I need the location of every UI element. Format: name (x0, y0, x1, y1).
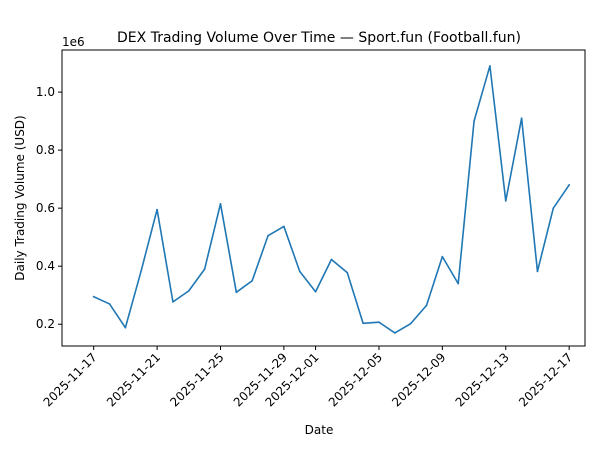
x-tick-label-5: 2025-12-05 (326, 350, 385, 409)
data-point-28 (536, 270, 539, 273)
data-point-24 (473, 120, 475, 122)
x-axis-title: Date (305, 423, 334, 437)
data-point-30 (568, 184, 570, 186)
data-point-15 (330, 258, 333, 261)
data-point-21 (425, 304, 428, 307)
y-tick-label-4: 1.0 (36, 85, 55, 99)
y-axis: 0.2 0.4 0.6 0.8 1.0 (36, 85, 62, 331)
x-tick-label-0: 2025-11-17 (41, 350, 100, 409)
data-points (92, 65, 570, 334)
x-tick-label-1: 2025-11-21 (104, 350, 163, 409)
x-tick-label-8: 2025-12-17 (516, 350, 575, 409)
data-point-16 (346, 271, 349, 274)
data-point-12 (283, 225, 285, 228)
y-tick-label-0: 0.2 (36, 317, 55, 331)
data-point-13 (298, 270, 301, 273)
data-point-0 (92, 295, 95, 298)
data-point-26 (504, 200, 507, 202)
data-point-9 (235, 291, 238, 294)
data-point-29 (552, 207, 555, 209)
data-point-2 (124, 326, 127, 329)
series-line (92, 65, 571, 334)
data-point-14 (314, 290, 317, 293)
data-point-10 (251, 279, 253, 282)
data-point-11 (267, 234, 269, 237)
x-axis: 2025-11-17 2025-11-21 2025-11-25 2025-11-29… (41, 346, 575, 409)
data-point-17 (362, 322, 364, 325)
data-point-5 (172, 301, 174, 303)
data-point-6 (187, 290, 190, 292)
x-tick-label-2: 2025-11-25 (167, 350, 226, 409)
data-point-19 (394, 332, 396, 334)
data-point-3 (140, 269, 143, 272)
data-point-4 (156, 208, 158, 211)
data-point-27 (520, 117, 523, 119)
data-point-25 (489, 65, 491, 67)
y-tick-label-1: 0.4 (36, 259, 55, 273)
data-point-8 (219, 203, 222, 205)
plot-area (61, 49, 586, 347)
data-point-18 (378, 321, 380, 324)
data-point-7 (203, 268, 206, 270)
y-offset-label: 1e6 (62, 35, 85, 49)
y-axis-title: Daily Trading Volume (USD) (13, 115, 27, 280)
chart-title: DEX Trading Volume Over Time — Sport.fun… (117, 30, 521, 46)
y-tick-label-2: 0.6 (36, 201, 55, 215)
x-tick-label-7: 2025-12-13 (453, 350, 512, 409)
data-point-20 (409, 322, 412, 325)
x-tick-label-6: 2025-12-09 (389, 350, 448, 409)
data-point-1 (108, 303, 111, 305)
data-point-23 (457, 282, 460, 285)
y-tick-label-3: 0.8 (36, 143, 55, 157)
data-point-22 (441, 255, 444, 258)
